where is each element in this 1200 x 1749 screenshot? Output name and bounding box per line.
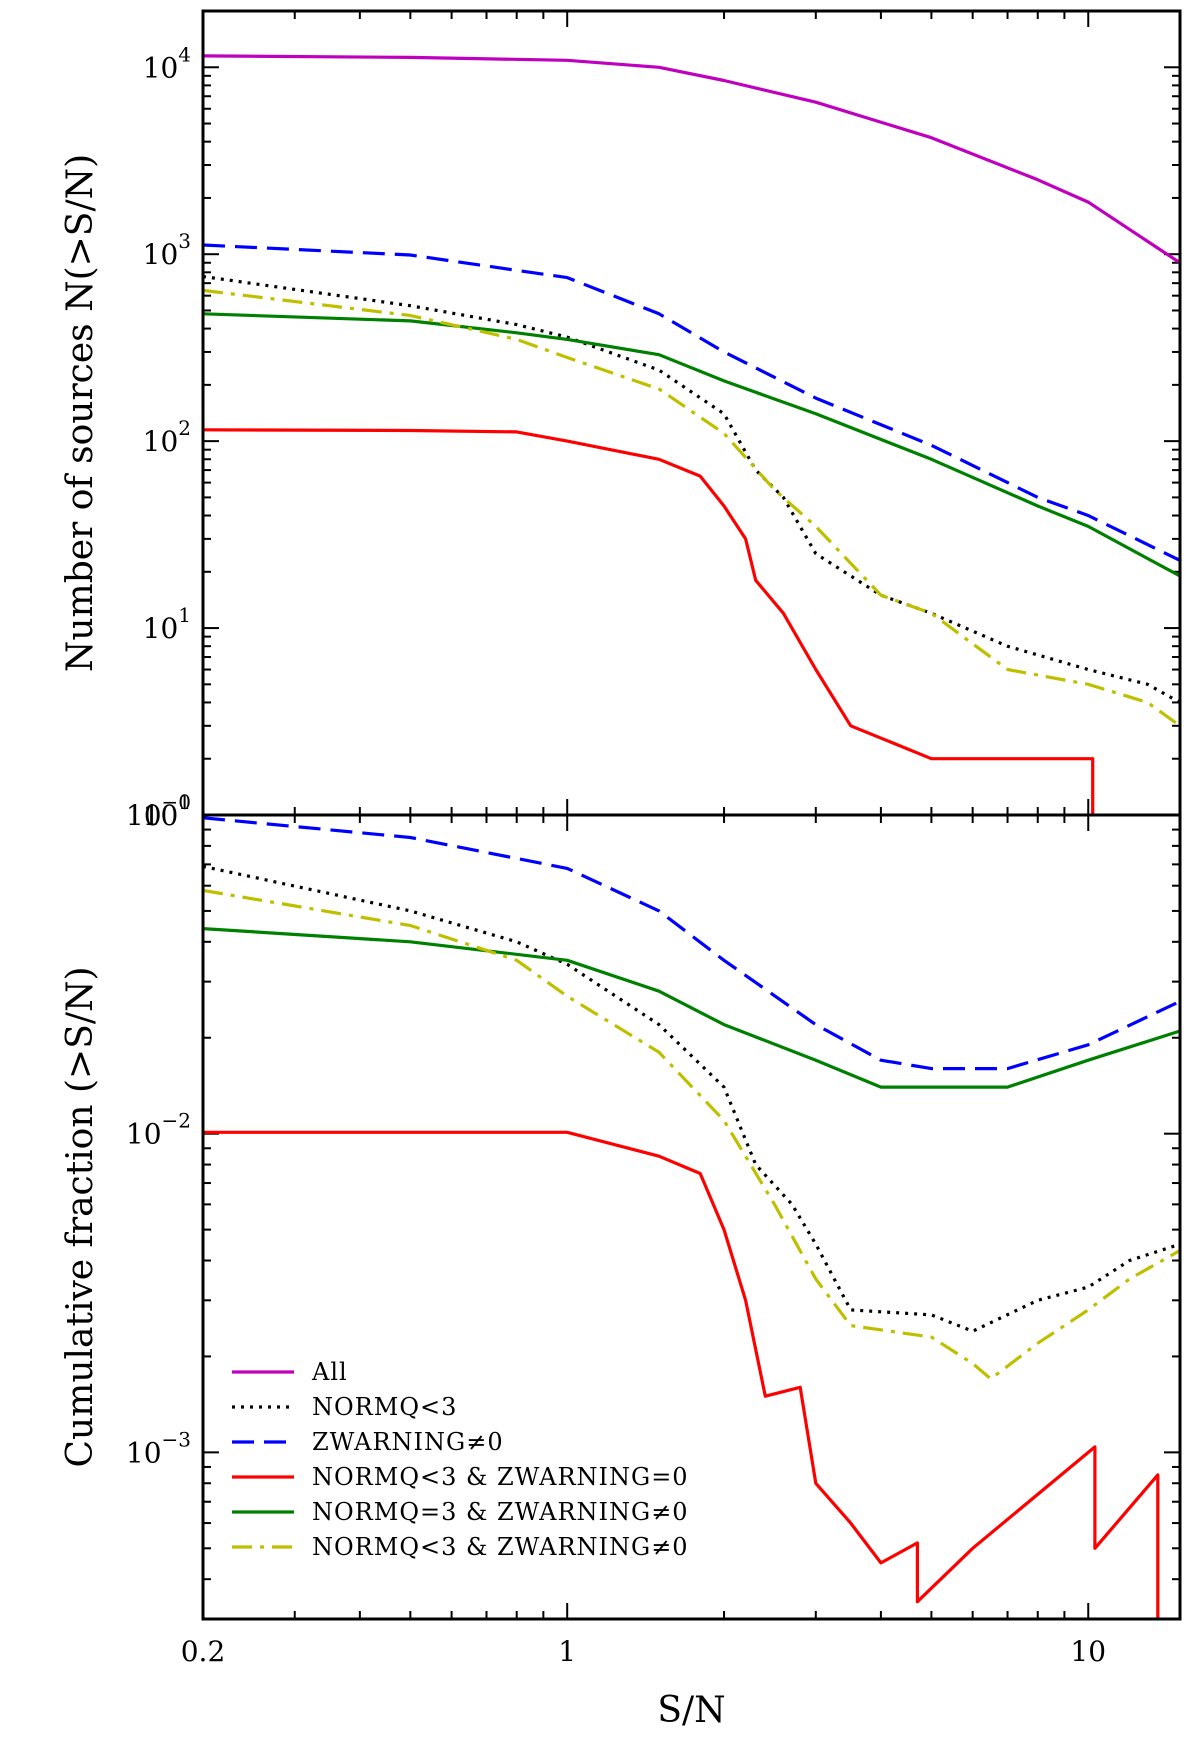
series-line-normq-3-zwarning-0 <box>203 1130 1160 1619</box>
bottom-panel: 10−1 10−2 10−3 0.2 1 10 Cumulative fraction (>… <box>60 790 1182 1668</box>
plot-frame <box>201 813 1182 1621</box>
series-line-normq-3 <box>203 274 1180 704</box>
y-tick-label: 101 <box>143 603 191 645</box>
y-tick-label: 100 <box>143 790 191 832</box>
y-tick-label: 103 <box>143 229 191 271</box>
x-axis-label: S/N <box>657 1690 725 1731</box>
y-tick-label: 102 <box>143 416 191 458</box>
x-tick-label: 1 <box>558 1635 576 1668</box>
legend-label: NORMQ=3 & ZWARNING≠0 <box>312 1498 689 1526</box>
y-axis-label: Number of sources N(>S/N) <box>60 154 101 672</box>
series-line-normq-3-zwarning-0 <box>203 428 1095 815</box>
y-tick-label: 10−3 <box>126 1427 191 1469</box>
series-line-all <box>203 54 1180 265</box>
top-panel: 104 103 102 101 100 Number of sources N(>S/N) <box>60 9 1182 832</box>
y-tick-label: 10−1 <box>126 790 191 832</box>
y-tick-label: 10−2 <box>126 1109 191 1151</box>
series-line-normq-3-zwarning-0 <box>203 288 1180 728</box>
y-axis-label: Cumulative fraction (>S/N) <box>60 966 101 1467</box>
series-line-zwarning-0 <box>203 816 1180 1071</box>
series-line-normq-3 <box>203 864 1180 1333</box>
series-line-normq-3-zwarning-0 <box>203 888 1180 1381</box>
legend-label: NORMQ<3 & ZWARNING=0 <box>312 1463 689 1491</box>
legend-label: All <box>311 1358 348 1386</box>
legend: All NORMQ<3 ZWARNING≠0 NORMQ<3 & ZWARNING=0… <box>232 1358 689 1561</box>
y-tick-label: 104 <box>143 42 191 84</box>
legend-label: ZWARNING≠0 <box>312 1428 504 1456</box>
x-tick-label: 0.2 <box>181 1635 226 1668</box>
legend-label: NORMQ<3 & ZWARNING≠0 <box>312 1533 689 1561</box>
series-line-normq-3-zwarning-0 <box>203 927 1180 1089</box>
series-line-zwarning-0 <box>203 243 1180 562</box>
x-tick-label: 10 <box>1070 1635 1106 1668</box>
legend-label: NORMQ<3 <box>312 1393 457 1421</box>
series-line-normq-3-zwarning-0 <box>203 312 1180 578</box>
